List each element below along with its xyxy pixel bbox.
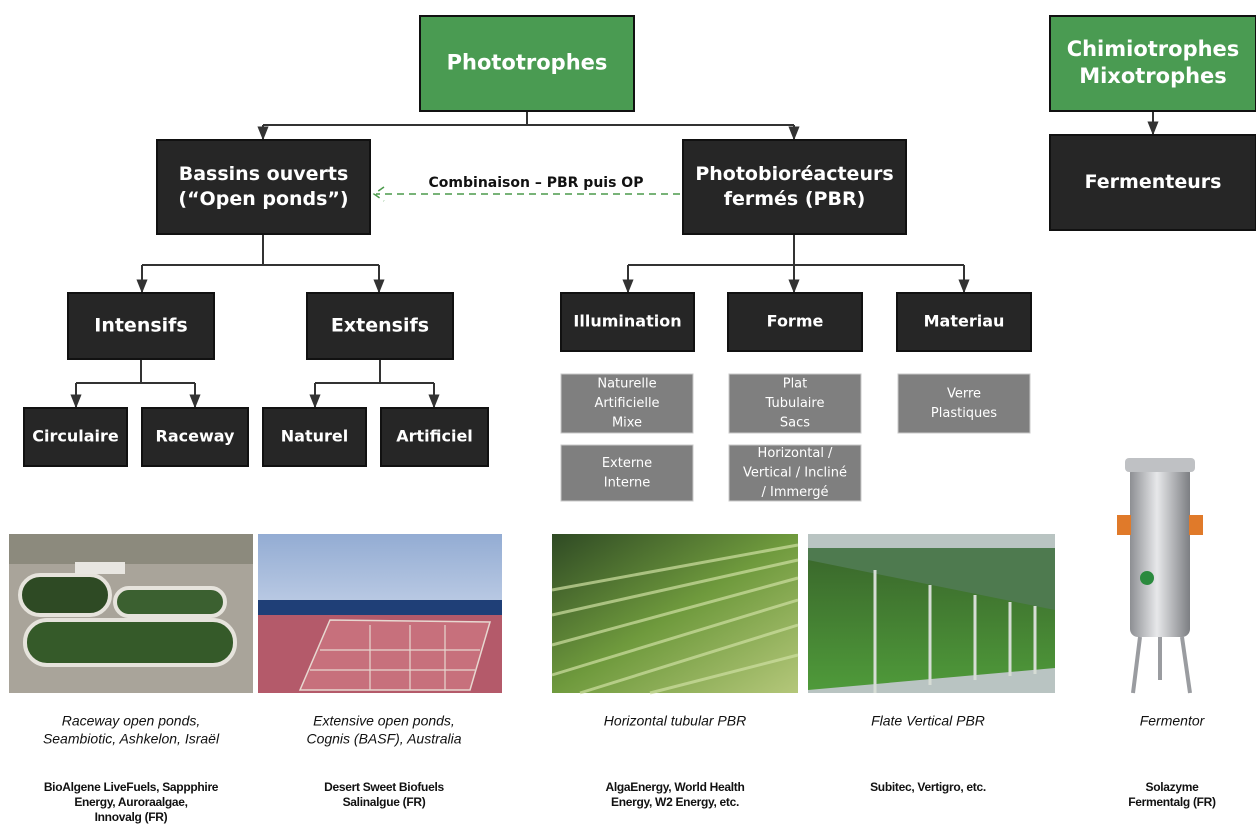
node-label: Artificielle: [594, 396, 659, 411]
node-label: fermés (PBR): [724, 188, 866, 210]
node-box: [898, 374, 1030, 433]
company-list: Innovalg (FR): [95, 810, 168, 824]
photo-flat-panel: [808, 534, 1055, 693]
node-label: / Immergé: [761, 485, 828, 500]
photo-tubular: [552, 534, 798, 693]
node-label: Extensifs: [331, 315, 429, 337]
node-label: Fermenteurs: [1085, 171, 1222, 193]
company-list: Energy, Auroraalgae,: [74, 795, 187, 809]
node-label: Plat: [783, 377, 808, 392]
connector: [142, 234, 379, 265]
node-label: Intensifs: [94, 315, 188, 337]
page: { "boxes": [ {"lines": ["Phototrophes"]}…: [0, 0, 1256, 832]
node-label: Naturel: [281, 427, 348, 446]
photo-caption: Flate Vertical PBR: [871, 713, 985, 729]
node-label: Materiau: [924, 312, 1005, 331]
company-list: Energy, W2 Energy, etc.: [611, 795, 739, 809]
company-list: AlgaEnergy, World Health: [605, 780, 744, 794]
node-label: Externe: [602, 456, 652, 471]
node-label: Illumination: [573, 312, 681, 331]
node-label: Raceway: [156, 427, 236, 446]
node-label: Naturelle: [597, 377, 656, 392]
photo-fermentor: [1117, 458, 1203, 693]
diagram: Combinaison – PBR puis OP Phototrophes Ch…: [0, 0, 1256, 832]
node-label: Bassins ouverts: [179, 163, 349, 185]
connector: [315, 359, 434, 383]
company-list: Salinalgue (FR): [343, 795, 426, 809]
company-list: Fermentalg (FR): [1128, 795, 1216, 809]
photo-caption: Seambiotic, Ashkelon, Israël: [43, 731, 220, 747]
node-label: Interne: [604, 475, 651, 490]
photo-caption: Extensive open ponds,: [313, 713, 455, 729]
node-label: Photobioréacteurs: [695, 163, 893, 185]
node-label: Tubulaire: [765, 396, 825, 411]
node-label: Verre: [947, 386, 981, 401]
photo-caption: Horizontal tubular PBR: [604, 713, 746, 729]
photo-extensive: [258, 534, 502, 693]
node-label: (“Open ponds”): [178, 188, 348, 210]
connector: [628, 234, 964, 265]
photo-caption: Raceway open ponds,: [62, 713, 201, 729]
connector: [263, 111, 794, 125]
company-list: Desert Sweet Biofuels: [324, 780, 444, 794]
connector: [76, 359, 195, 383]
node-box: [561, 445, 693, 501]
company-list: Subitec, Vertigro, etc.: [870, 780, 986, 794]
photo-raceway: [9, 534, 253, 693]
node-label: Vertical / Incliné: [743, 466, 847, 481]
node-label: Plastiques: [931, 406, 997, 421]
company-list: Solazyme: [1146, 780, 1200, 794]
node-label: Mixotrophes: [1079, 64, 1227, 88]
photo-caption: Fermentor: [1140, 713, 1206, 729]
photo-caption: Cognis (BASF), Australia: [306, 731, 461, 747]
node-label: Phototrophes: [447, 51, 608, 75]
node-label: Circulaire: [32, 427, 119, 446]
node-label: Horizontal /: [758, 446, 834, 461]
node-label: Mixe: [612, 416, 642, 431]
node-label: Sacs: [780, 416, 810, 431]
node-label: Artificiel: [396, 427, 473, 446]
company-list: BioAlgene LiveFuels, Sappphire: [44, 780, 219, 794]
node-label: Chimiotrophes: [1067, 37, 1240, 61]
node-label: Forme: [767, 312, 824, 331]
combination-label: Combinaison – PBR puis OP: [429, 175, 644, 191]
